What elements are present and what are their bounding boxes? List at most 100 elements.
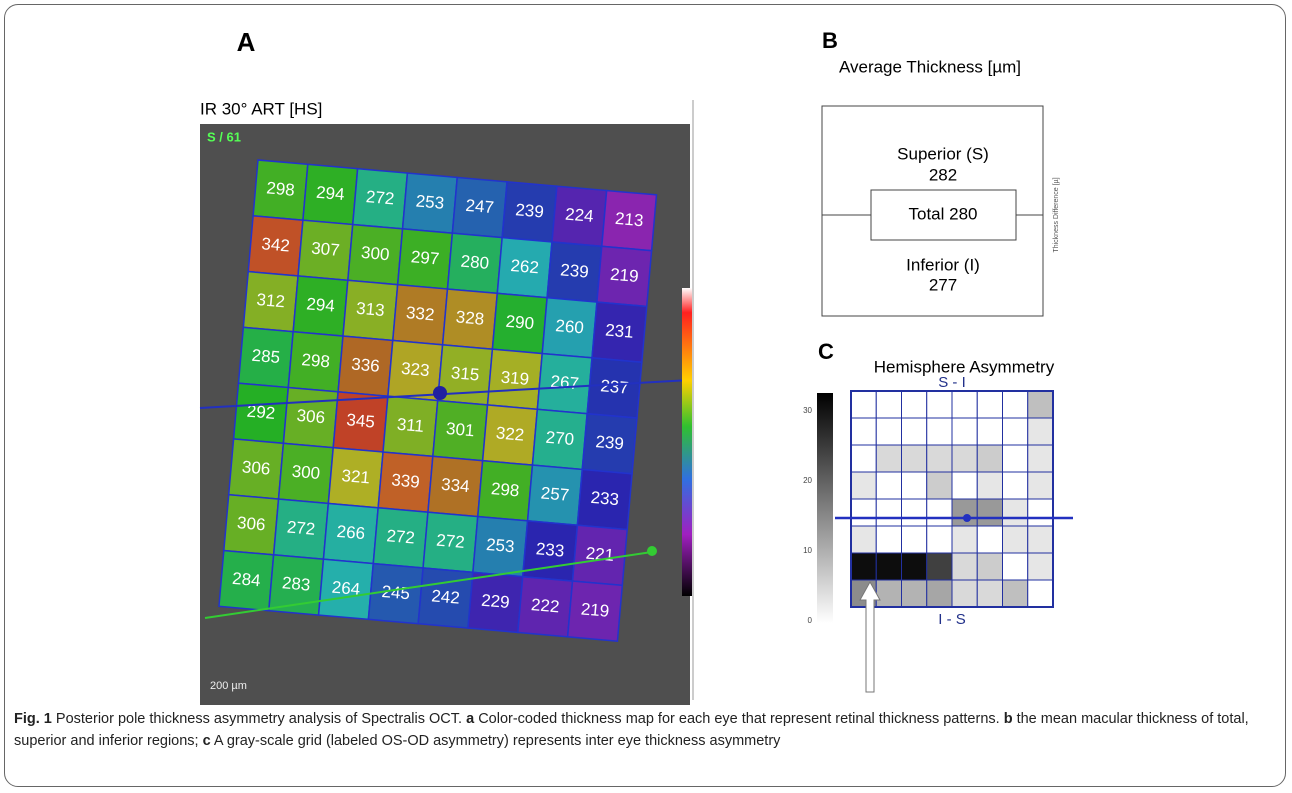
inferior-label: Inferior (I): [906, 255, 980, 274]
asymmetry-cell: [1028, 553, 1053, 580]
asymmetry-cell: [1003, 499, 1028, 526]
caption-letter: a: [466, 711, 474, 727]
asymmetry-cell: [851, 445, 876, 472]
thickness-value: 298: [266, 178, 296, 199]
thickness-value: 280: [460, 252, 490, 273]
caption-text: Color-coded thickness map for each eye t…: [478, 711, 999, 727]
scale-tick: 30: [803, 406, 812, 415]
thickness-grid: 2982942722532472392242133423073002972802…: [219, 160, 657, 641]
thickness-value: 231: [604, 320, 634, 341]
asymmetry-cell: [977, 553, 1002, 580]
bottom-label: I - S: [938, 611, 966, 628]
thickness-value: 253: [415, 191, 445, 212]
thickness-value: 242: [431, 586, 461, 607]
asymmetry-cell: [1003, 418, 1028, 445]
asymmetry-cell: [902, 580, 927, 607]
asymmetry-cell: [902, 418, 927, 445]
asymmetry-cell: [1003, 553, 1028, 580]
thickness-value: 306: [241, 457, 271, 478]
panel-label: C: [818, 339, 834, 364]
thickness-value: 247: [465, 196, 495, 217]
top-label: S - I: [938, 374, 966, 391]
thickness-value: 306: [296, 406, 326, 427]
thickness-value: 290: [505, 312, 535, 333]
thickness-value: 272: [365, 187, 395, 208]
thickness-value: 239: [560, 260, 590, 281]
panel-label: A: [237, 27, 256, 57]
thickness-value: 270: [545, 428, 575, 449]
asymmetry-cell: [952, 391, 977, 418]
asymmetry-cell: [927, 418, 952, 445]
thickness-value: 284: [231, 569, 261, 590]
asymmetry-cell: [902, 499, 927, 526]
thickness-value: 229: [480, 591, 510, 612]
asymmetry-cell: [1028, 499, 1053, 526]
center-dot: [963, 514, 971, 522]
thickness-value: 272: [436, 531, 466, 552]
thickness-value: 307: [311, 239, 341, 260]
asymmetry-cell: [1003, 580, 1028, 607]
asymmetry-cell: [876, 418, 901, 445]
thickness-value: 253: [485, 535, 515, 556]
thickness-value: 339: [391, 470, 421, 491]
asymmetry-cell: [851, 499, 876, 526]
figure: A IR 30° ART [HS] S / 61 200 µm 29829427…: [0, 0, 1292, 705]
asymmetry-cell: [1028, 445, 1053, 472]
asymmetry-cell: [977, 391, 1002, 418]
asymmetry-cell: [927, 553, 952, 580]
thickness-value: 260: [555, 316, 585, 337]
asymmetry-cell: [927, 580, 952, 607]
thickness-value: 297: [410, 247, 440, 268]
thickness-value: 312: [256, 290, 286, 311]
caption-letter: b: [1004, 711, 1013, 727]
caption-letter: c: [203, 733, 211, 749]
thickness-value: 301: [445, 419, 475, 440]
scale-tick: 0: [808, 616, 813, 625]
thickness-value: 321: [341, 466, 371, 487]
asymmetry-cell: [876, 553, 901, 580]
thickness-value: 222: [530, 595, 560, 616]
thickness-value: 272: [286, 517, 316, 538]
panel-title: Average Thickness [µm]: [839, 57, 1021, 76]
asymmetry-cell: [977, 445, 1002, 472]
asymmetry-cell: [952, 418, 977, 445]
asymmetry-cell: [1003, 391, 1028, 418]
thickness-value: 285: [251, 346, 281, 367]
superior-value: 282: [929, 165, 957, 184]
thickness-value: 266: [336, 522, 366, 543]
asymmetry-cell: [952, 580, 977, 607]
thickness-value: 332: [405, 303, 435, 324]
scale-tick: 20: [803, 476, 812, 485]
asymmetry-cell: [977, 418, 1002, 445]
caption-text: Posterior pole thickness asymmetry analy…: [56, 711, 462, 727]
thickness-value: 257: [540, 483, 570, 504]
asymmetry-cell: [876, 526, 901, 553]
asymmetry-cell: [952, 526, 977, 553]
thickness-value: 328: [455, 307, 485, 328]
asymmetry-cell: [1028, 472, 1053, 499]
asymmetry-cell: [876, 391, 901, 418]
asymmetry-cell: [851, 472, 876, 499]
thickness-value: 334: [440, 475, 470, 496]
thickness-value: 300: [291, 462, 321, 483]
thickness-value: 315: [450, 363, 480, 384]
asymmetry-grid: [851, 391, 1053, 607]
caption: Fig. 1 Posterior pole thickness asymmetr…: [14, 708, 1274, 752]
inferior-value: 277: [929, 275, 957, 294]
asymmetry-cell: [952, 553, 977, 580]
asymmetry-cell: [952, 445, 977, 472]
asymmetry-cell: [927, 472, 952, 499]
thickness-value: 239: [595, 432, 625, 453]
asymmetry-cell: [876, 580, 901, 607]
arrow: [860, 582, 880, 692]
thickness-value: 298: [301, 350, 331, 371]
thickness-value: 267: [550, 372, 580, 393]
thickness-value: 239: [515, 200, 545, 221]
asymmetry-cell: [952, 499, 977, 526]
asymmetry-cell: [902, 391, 927, 418]
thickness-value: 300: [360, 243, 390, 264]
fovea-dot: [433, 386, 447, 400]
gray-bar: [817, 393, 833, 623]
caption-label: Fig. 1: [14, 711, 52, 727]
asymmetry-cell: [927, 445, 952, 472]
